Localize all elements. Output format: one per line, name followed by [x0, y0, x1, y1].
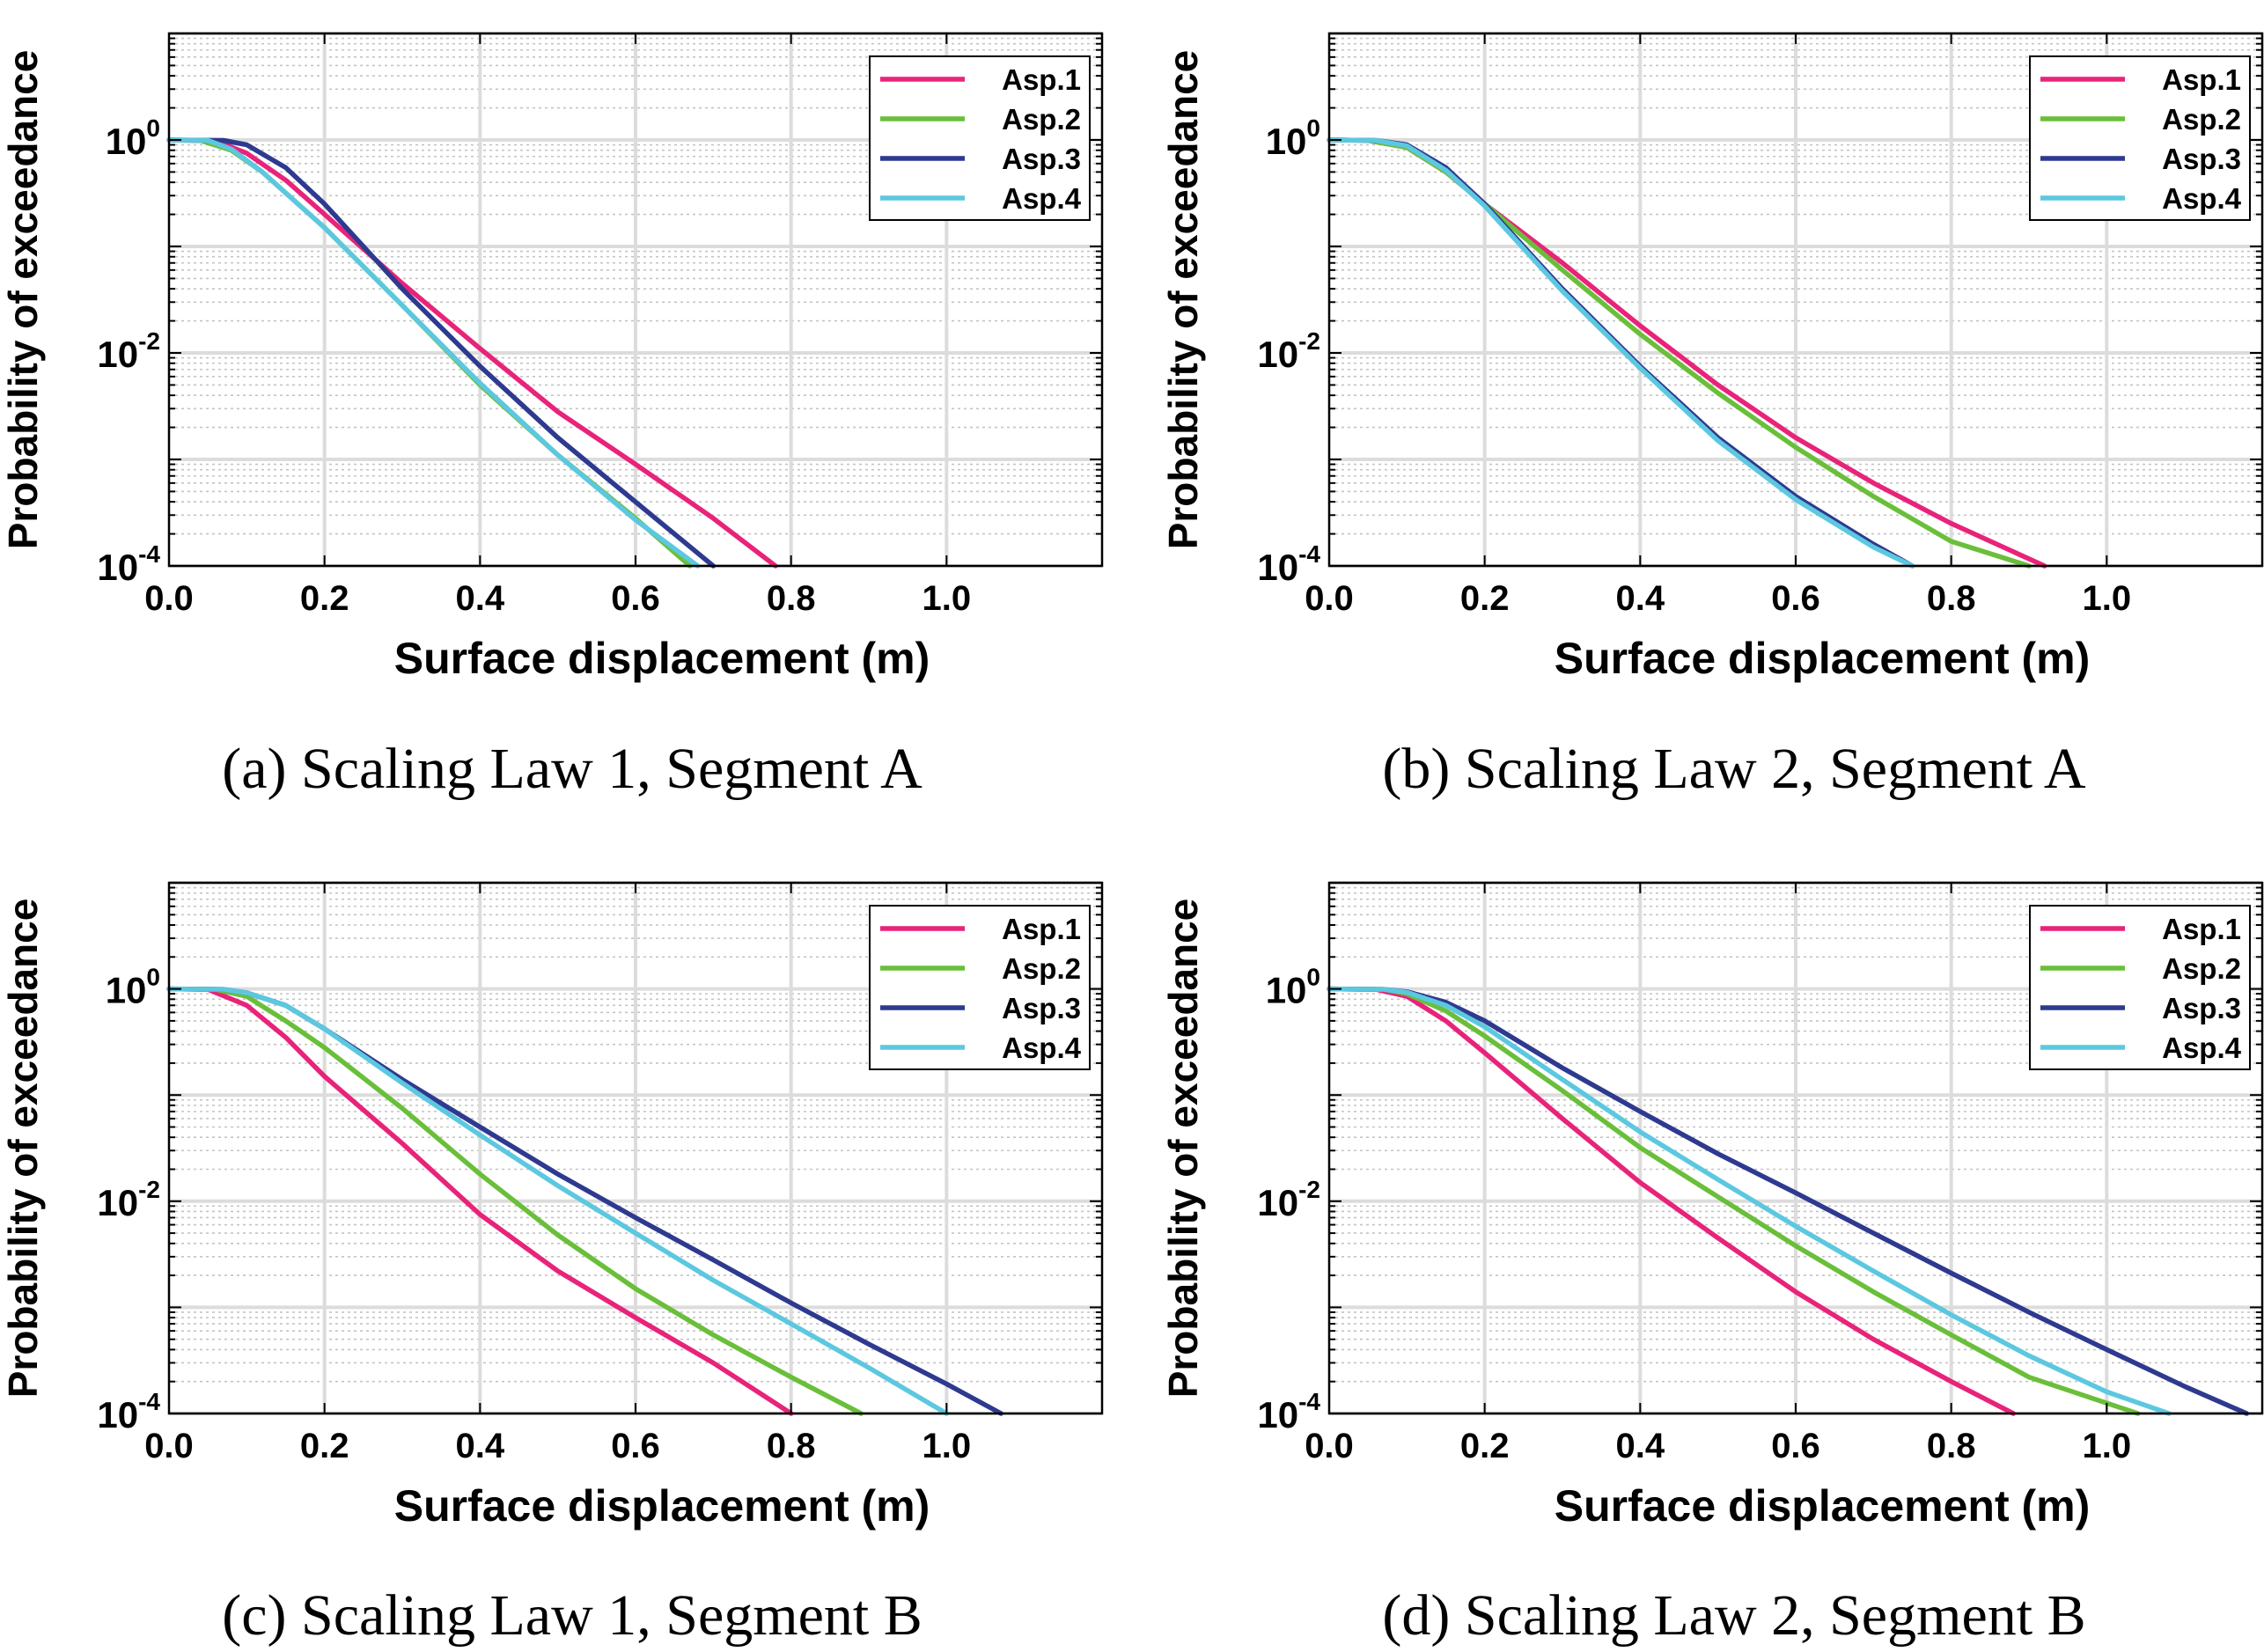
x-tick-label: 0.0	[144, 579, 194, 618]
legend-label: Asp.4	[2162, 182, 2242, 215]
legend-label: Asp.3	[2162, 992, 2241, 1024]
legend-label: Asp.1	[1002, 63, 1081, 96]
legend-label: Asp.1	[2162, 63, 2241, 96]
x-tick-label: 0.2	[300, 579, 349, 618]
x-tick-label: 0.8	[767, 1427, 816, 1465]
x-tick-label: 1.0	[2083, 1427, 2132, 1465]
x-tick-label: 0.4	[1616, 579, 1665, 618]
series-line-asp4	[1327, 986, 2172, 1416]
y-tick-label: 10-2	[97, 327, 160, 375]
legend: Asp.1 Asp.2 Asp.3 Asp.4	[869, 905, 1091, 1070]
panel-caption: (a) Scaling Law 1, Segment A	[222, 737, 923, 801]
x-tick-label: 0.0	[1305, 1427, 1354, 1465]
panel-caption: (d) Scaling Law 2, Segment B	[1382, 1583, 2085, 1648]
x-tick-label: 0.8	[1927, 1427, 1976, 1465]
series-line-asp4	[166, 137, 701, 569]
x-tick-label: 1.0	[923, 1427, 972, 1465]
x-axis-label: Surface displacement (m)	[394, 1481, 930, 1531]
x-tick-label: 1.0	[923, 579, 972, 618]
legend-label: Asp.1	[2162, 913, 2241, 945]
series-line-asp2	[166, 986, 864, 1416]
x-axis-label: Surface displacement (m)	[394, 634, 930, 683]
x-axis-label: Surface displacement (m)	[1555, 634, 2091, 683]
y-tick-label: 100	[106, 114, 160, 162]
legend-label: Asp.2	[1002, 952, 1081, 985]
legend-label: Asp.4	[1002, 1032, 1082, 1064]
x-tick-label: 0.6	[1771, 579, 1820, 618]
legend-box	[869, 55, 1091, 221]
x-tick-label: 0.0	[1305, 579, 1354, 618]
x-tick-label: 0.6	[1771, 1427, 1820, 1465]
y-tick-label: 10-4	[97, 540, 160, 588]
legend-box	[869, 905, 1091, 1070]
y-tick-label: 100	[106, 964, 160, 1011]
series-line-asp4	[166, 986, 950, 1416]
series-line-asp3	[166, 137, 717, 569]
y-tick-label: 10-4	[1257, 1388, 1320, 1435]
x-tick-label: 0.6	[611, 1427, 660, 1465]
y-tick-label: 10-2	[1257, 1176, 1320, 1223]
x-tick-label: 0.4	[456, 579, 505, 618]
x-axis-label: Surface displacement (m)	[1555, 1481, 2091, 1531]
legend-box	[2029, 905, 2251, 1070]
panel-caption: (c) Scaling Law 1, Segment B	[222, 1583, 922, 1648]
legend: Asp.1 Asp.2 Asp.3 Asp.4	[2029, 55, 2251, 221]
y-tick-label: 10-4	[97, 1388, 160, 1435]
legend-label: Asp.3	[1002, 143, 1081, 175]
y-tick-label: 100	[1266, 964, 1320, 1011]
legend-label: Asp.3	[1002, 992, 1081, 1024]
series-line-asp1	[166, 137, 778, 569]
legend-label: Asp.2	[1002, 103, 1081, 136]
chart-panel-1: 0.0 0.2 0.4 0.6 0.8 1.0 100 10-2 10-4 Surface dis…	[0, 32, 1104, 801]
legend-label: Asp.3	[2162, 143, 2241, 175]
y-axis-label: Probability of exceedance	[1160, 50, 1206, 550]
x-tick-label: 0.4	[456, 1427, 505, 1465]
x-tick-label: 0.2	[1460, 1427, 1510, 1465]
y-tick-label: 10-2	[1257, 327, 1320, 375]
legend: Asp.1 Asp.2 Asp.3 Asp.4	[2029, 905, 2251, 1070]
chart-panel-2: 0.0 0.2 0.4 0.6 0.8 1.0 100 10-2 10-4 Surface dis…	[1160, 32, 2264, 801]
y-tick-label: 10-4	[1257, 540, 1320, 588]
panel-caption: (b) Scaling Law 2, Segment A	[1382, 737, 2086, 801]
legend-box	[2029, 55, 2251, 221]
x-tick-label: 0.2	[1460, 579, 1510, 618]
x-tick-label: 0.8	[767, 579, 816, 618]
legend-label: Asp.1	[1002, 913, 1081, 945]
x-tick-label: 0.6	[611, 579, 660, 618]
y-axis-label: Probability of exceedance	[1160, 899, 1206, 1399]
legend-label: Asp.2	[2162, 103, 2241, 136]
x-tick-label: 0.2	[300, 1427, 349, 1465]
chart-panel-4: 0.0 0.2 0.4 0.6 0.8 1.0 100 10-2 10-4 Surface dis…	[1160, 881, 2264, 1648]
y-axis-label: Probability of exceedance	[0, 899, 46, 1399]
chart-panel-3: 0.0 0.2 0.4 0.6 0.8 1.0 100 10-2 10-4 Surface dis…	[0, 881, 1104, 1648]
legend-label: Asp.4	[2162, 1032, 2242, 1064]
series-line-asp1	[166, 986, 794, 1416]
series-line-asp4	[1327, 137, 1915, 569]
x-tick-label: 0.0	[144, 1427, 194, 1465]
y-axis-label: Probability of exceedance	[0, 50, 46, 550]
legend: Asp.1 Asp.2 Asp.3 Asp.4	[869, 55, 1091, 221]
x-tick-label: 1.0	[2083, 579, 2132, 618]
x-tick-label: 0.8	[1927, 579, 1976, 618]
x-tick-label: 0.4	[1616, 1427, 1665, 1465]
y-tick-label: 100	[1266, 114, 1320, 162]
legend-label: Asp.2	[2162, 952, 2241, 985]
y-tick-label: 10-2	[97, 1176, 160, 1223]
legend-label: Asp.4	[1002, 182, 1082, 215]
